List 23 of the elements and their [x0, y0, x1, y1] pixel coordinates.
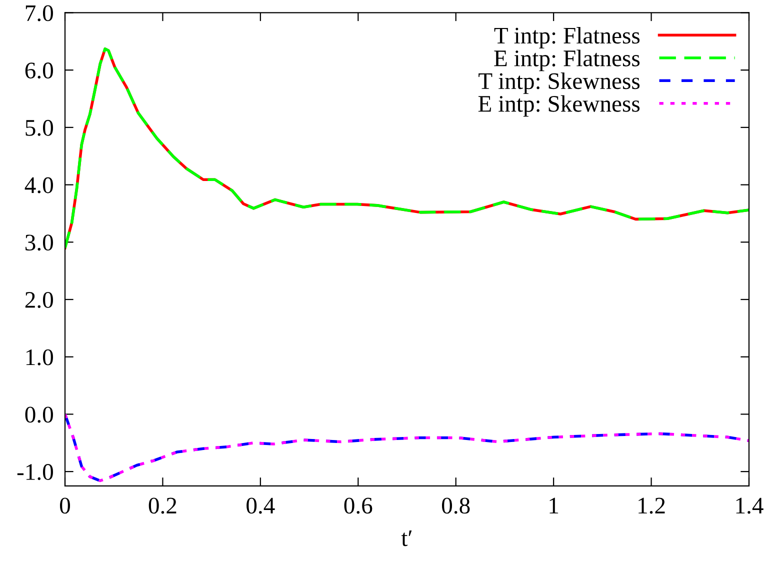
y-tick-label: 2.0 — [25, 292, 53, 308]
y-tick-label: 5.0 — [26, 120, 53, 136]
x-axis-title: t′ — [401, 530, 412, 546]
x-tick-label: 0.8 — [442, 498, 470, 514]
y-tick-label: 3.0 — [26, 234, 53, 251]
legend-label: T intp: Skewness — [478, 72, 640, 94]
line-series — [65, 47, 749, 250]
y-tick-label: 1.0 — [26, 349, 53, 366]
y-tick-label: 6.0 — [25, 62, 53, 79]
y-tick-label: 7.0 — [26, 5, 53, 22]
legend-label: E intp: Flatness — [494, 50, 640, 72]
legend-label: T intp: Flatness — [494, 27, 640, 48]
x-tick-label: 1.2 — [638, 498, 665, 514]
x-tick-label: 0.4 — [246, 498, 275, 514]
x-tick-label: 1.4 — [736, 498, 764, 514]
y-tick-label: 0.0 — [25, 406, 53, 423]
x-tick-label: 0.6 — [344, 498, 372, 514]
y-tick-label: 4.0 — [24, 177, 53, 194]
x-tick-label: 1 — [550, 498, 558, 514]
y-tick-label: -1.0 — [17, 464, 53, 480]
x-tick-label: 0.2 — [148, 498, 176, 514]
legend-label: E intp: Skewness — [478, 95, 640, 117]
x-tick-label: 0 — [60, 498, 70, 514]
